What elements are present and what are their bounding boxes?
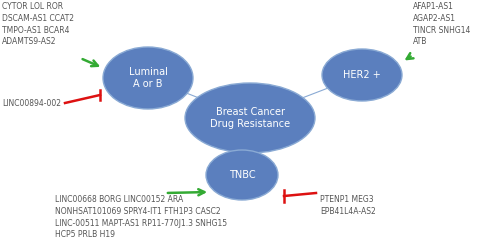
Text: PTENP1 MEG3
EPB41L4A-AS2: PTENP1 MEG3 EPB41L4A-AS2 bbox=[320, 195, 376, 216]
Text: TNBC: TNBC bbox=[228, 170, 256, 180]
Ellipse shape bbox=[206, 150, 278, 200]
Text: AFAP1-AS1
AGAP2-AS1
TINCR SNHG14
ATB: AFAP1-AS1 AGAP2-AS1 TINCR SNHG14 ATB bbox=[413, 2, 470, 46]
Text: HER2 +: HER2 + bbox=[343, 70, 381, 80]
Text: CYTOR LOL ROR
DSCAM-AS1 CCAT2
TMPO-AS1 BCAR4
ADAMTS9-AS2: CYTOR LOL ROR DSCAM-AS1 CCAT2 TMPO-AS1 B… bbox=[2, 2, 74, 46]
Ellipse shape bbox=[322, 49, 402, 101]
Text: Luminal
A or B: Luminal A or B bbox=[128, 67, 168, 89]
Text: Breast Cancer
Drug Resistance: Breast Cancer Drug Resistance bbox=[210, 107, 290, 129]
Ellipse shape bbox=[103, 47, 193, 109]
Text: LINC00668 BORG LINC00152 ARA
NONHSAT101069 SPRY4-IT1 FTH1P3 CASC2
LINC-00511 MAP: LINC00668 BORG LINC00152 ARA NONHSAT1010… bbox=[55, 195, 227, 239]
Ellipse shape bbox=[185, 83, 315, 153]
Text: LINC00894-002: LINC00894-002 bbox=[2, 99, 61, 108]
